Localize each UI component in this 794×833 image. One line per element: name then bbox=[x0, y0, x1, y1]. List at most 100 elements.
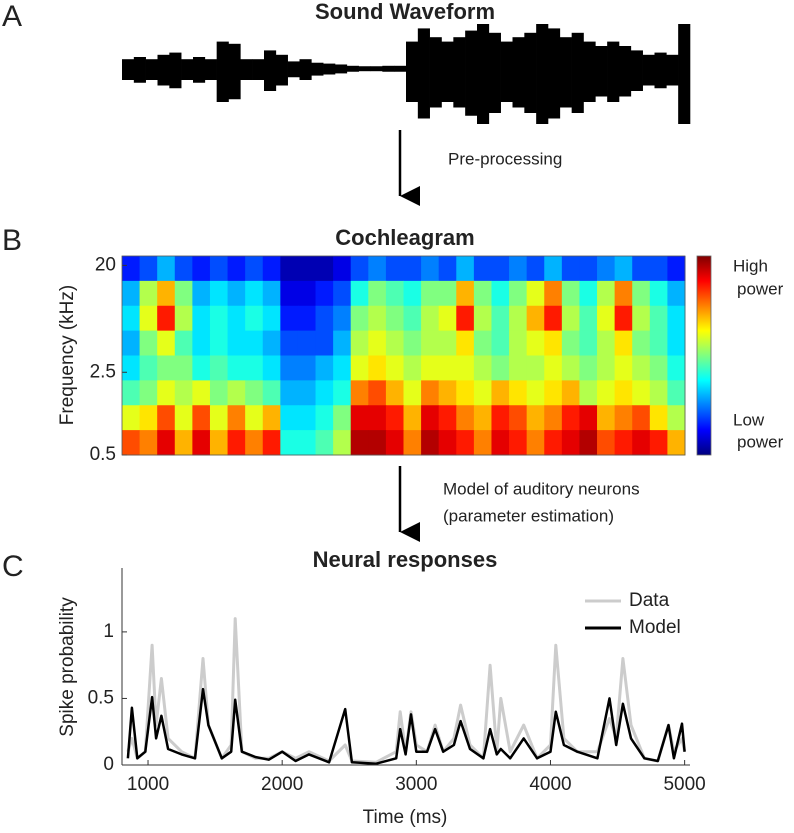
heatmap-cell bbox=[297, 380, 317, 406]
y-tick-label: 0.5 bbox=[88, 687, 114, 708]
heatmap-cell bbox=[297, 430, 317, 456]
heatmap-cell bbox=[509, 330, 528, 356]
heatmap-cell bbox=[438, 405, 457, 431]
waveform-segment bbox=[488, 32, 501, 113]
heatmap-cell bbox=[227, 305, 246, 332]
heatmap-cell bbox=[667, 405, 686, 431]
heatmap-cell bbox=[421, 256, 440, 282]
heatmap-cell bbox=[262, 280, 281, 307]
heatmap-cell bbox=[473, 380, 492, 406]
heatmap-cell bbox=[561, 256, 580, 282]
heatmap-cell bbox=[632, 280, 651, 307]
x-tick-label: 5000 bbox=[663, 774, 705, 795]
heatmap-cell bbox=[544, 256, 563, 282]
heatmap-cell bbox=[280, 256, 299, 282]
heatmap-cell bbox=[473, 280, 492, 307]
heatmap-cell bbox=[632, 256, 651, 282]
heatmap-cell bbox=[368, 430, 387, 456]
heatmap-cell bbox=[579, 256, 598, 282]
heatmap-cell bbox=[579, 405, 598, 431]
waveform-segment bbox=[264, 50, 277, 91]
waveform-segment bbox=[417, 28, 430, 119]
waveform-segment bbox=[358, 66, 371, 72]
heatmap-cell bbox=[122, 330, 141, 356]
heatmap-cell bbox=[632, 430, 651, 456]
heatmap-cell bbox=[262, 430, 281, 456]
heatmap-cell bbox=[597, 430, 616, 456]
heatmap-cell bbox=[649, 305, 668, 332]
heatmap-cell bbox=[526, 330, 545, 356]
heatmap-cell bbox=[579, 330, 598, 356]
heatmap-cell bbox=[350, 330, 369, 356]
heatmap-cell bbox=[456, 355, 475, 381]
heatmap-cell bbox=[579, 280, 598, 307]
heatmap-cell bbox=[333, 305, 352, 332]
heatmap-cell bbox=[421, 355, 440, 381]
x-axis-label: Time (ms) bbox=[363, 807, 448, 828]
y-tick-label: 0.5 bbox=[90, 444, 116, 465]
heatmap-cell bbox=[491, 430, 510, 456]
heatmap-cell bbox=[385, 430, 404, 456]
heatmap-cell bbox=[245, 430, 264, 456]
heatmap-cell bbox=[614, 280, 633, 307]
heatmap-cell bbox=[350, 355, 369, 381]
heatmap-cell bbox=[491, 355, 510, 381]
heatmap-cell bbox=[649, 380, 668, 406]
heatmap-cell bbox=[561, 280, 580, 307]
heatmap-cell bbox=[597, 305, 616, 332]
heatmap-cell bbox=[632, 405, 651, 431]
heatmap-cell bbox=[403, 355, 422, 381]
heatmap-cell bbox=[350, 280, 369, 307]
heatmap-cell bbox=[544, 330, 563, 356]
heatmap-cell bbox=[473, 330, 492, 356]
heatmap-cell bbox=[667, 256, 686, 282]
waveform-segment bbox=[157, 54, 170, 86]
heatmap-cell bbox=[227, 355, 246, 381]
heatmap-cell bbox=[385, 280, 404, 307]
heatmap-cell bbox=[227, 280, 246, 307]
heatmap-cell bbox=[174, 305, 193, 332]
heatmap-cell bbox=[333, 380, 352, 406]
heatmap-cell bbox=[526, 380, 545, 406]
heatmap-cell bbox=[280, 430, 299, 456]
heatmap-cell bbox=[526, 305, 545, 332]
waveform-segment bbox=[441, 41, 454, 102]
heatmap-cell bbox=[245, 330, 264, 356]
heatmap-cell bbox=[438, 380, 457, 406]
waveform-segment bbox=[275, 54, 288, 86]
heatmap-cell bbox=[139, 405, 158, 431]
waveform-segment bbox=[666, 54, 679, 86]
heatmap-cell bbox=[649, 280, 668, 307]
heatmap-cell bbox=[421, 330, 440, 356]
arrow-label: Pre-processing bbox=[448, 149, 562, 168]
heatmap-cell bbox=[174, 256, 193, 282]
legend-label: Model bbox=[629, 617, 681, 638]
colorbar-label: High bbox=[733, 256, 768, 275]
heatmap-cell bbox=[174, 355, 193, 381]
heatmap-cell bbox=[280, 405, 299, 431]
heatmap-cell bbox=[315, 430, 334, 456]
heatmap-cell bbox=[280, 280, 299, 307]
heatmap-cell bbox=[473, 256, 492, 282]
heatmap-cell bbox=[614, 256, 633, 282]
heatmap-cell bbox=[122, 280, 141, 307]
heatmap-cell bbox=[438, 355, 457, 381]
heatmap-cell bbox=[649, 330, 668, 356]
waveform-segment bbox=[465, 30, 478, 116]
waveform-segment bbox=[287, 61, 300, 78]
heatmap-cell bbox=[561, 305, 580, 332]
heatmap-cell bbox=[262, 330, 281, 356]
heatmap-cell bbox=[122, 380, 141, 406]
heatmap-cell bbox=[209, 256, 229, 282]
heatmap-cell bbox=[491, 330, 510, 356]
heatmap-cell bbox=[403, 380, 422, 406]
waveform-segment bbox=[630, 50, 643, 91]
heatmap-cell bbox=[227, 430, 246, 456]
heatmap-cell bbox=[280, 355, 299, 381]
heatmap-cell bbox=[597, 405, 616, 431]
y-tick-label: 20 bbox=[95, 254, 116, 275]
y-tick-label: 1 bbox=[103, 621, 114, 642]
heatmap-cell bbox=[403, 280, 422, 307]
waveform-segment bbox=[406, 41, 419, 102]
waveform-segment bbox=[453, 37, 466, 108]
